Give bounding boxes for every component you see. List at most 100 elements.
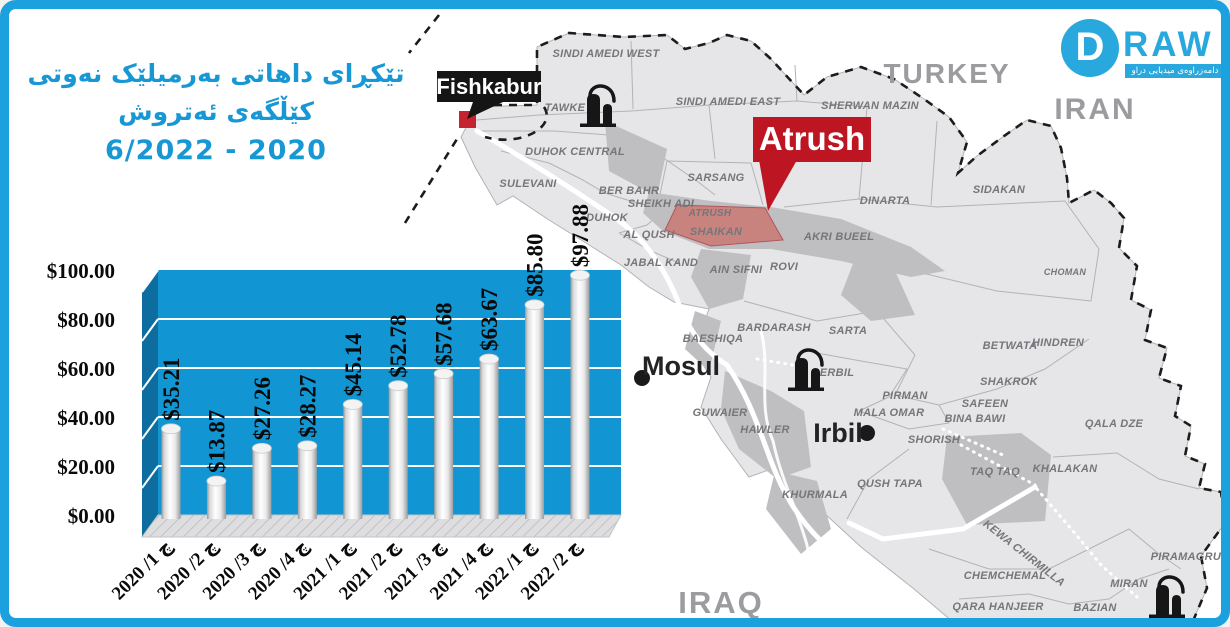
district-label: TAWKE	[545, 102, 586, 114]
y-axis-tick: $60.00	[57, 357, 115, 381]
logo-raw-text: RAW	[1123, 25, 1214, 64]
district-label: SHEIKH ADI	[628, 198, 695, 210]
bar-value-label: $85.80	[523, 234, 548, 297]
city-label: Mosul	[642, 351, 720, 381]
district-label: BINA BAWI	[945, 413, 1007, 425]
bar-top	[388, 380, 409, 392]
logo-circle-d: D	[1061, 19, 1119, 77]
district-label: BER BAHR	[599, 185, 659, 197]
map-and-chart-scene: SINDI AMEDI WEST TAWKE SINDI AMEDI EAST SHE…	[47, 14, 1230, 620]
city-dot	[859, 425, 875, 441]
district-label: BAZIAN	[1073, 602, 1117, 614]
bar-top	[524, 299, 545, 311]
oil-rig-icon	[788, 348, 824, 391]
district-label: DINARTA	[860, 195, 911, 207]
bar	[388, 385, 408, 519]
district-label: MALA OMAR	[854, 407, 925, 419]
gridline-wall-stub	[141, 318, 159, 342]
y-axis-tick: $80.00	[57, 308, 115, 332]
y-axis-tick: $0.00	[68, 504, 115, 528]
district-label: ROVI	[770, 261, 799, 273]
oil-rig-icon	[580, 84, 616, 127]
district-label: SARTA	[829, 325, 867, 337]
district-label: HINDREN	[1032, 337, 1085, 349]
bar	[479, 359, 499, 519]
district-boundaries	[463, 40, 1200, 605]
bar-top	[479, 353, 499, 365]
district-label: BARDARASH	[737, 322, 811, 334]
district-label: AIN SIFNI	[709, 264, 763, 276]
bar	[297, 445, 317, 519]
district-label: AKRI BUEEL	[803, 231, 874, 243]
district-label: ATRUSH	[688, 208, 732, 219]
logo-tagline: دامەزراوەی میدیایی دراو	[1125, 64, 1221, 78]
bar-top	[251, 442, 272, 454]
chart-title: تێکڕای داهاتی بەرمیلێک نەوتی کێڵگەی ئەتر…	[27, 55, 405, 171]
district-label: PIRMAN	[882, 390, 928, 402]
district-label: TAQ TAQ	[970, 466, 1020, 478]
y-axis-tick: $40.00	[57, 406, 115, 430]
bar-value-label: $35.21	[159, 357, 184, 420]
city-dot	[634, 370, 650, 386]
district-label: KHURMALA	[782, 489, 848, 501]
bar-top	[206, 475, 227, 487]
district-label: SHERWAN MAZIN	[821, 100, 920, 112]
district-label: SINDI AMEDI WEST	[552, 48, 660, 60]
district-label: CHEMCHEMAL	[964, 570, 1046, 582]
bar-chart: $100.00 $80.00 $60.00 $40.00 $20.00 $0.00 $35.…	[47, 204, 622, 604]
bar-top	[433, 368, 454, 380]
bar	[252, 448, 272, 519]
district-label: GUWAIER	[693, 407, 748, 419]
bar-value-label: $45.14	[341, 333, 366, 397]
district-label: QALA DZE	[1085, 418, 1144, 430]
bar-value-label: $13.87	[204, 410, 229, 473]
bar	[343, 404, 363, 519]
bar	[434, 373, 454, 519]
bar	[570, 275, 590, 519]
district-label: SAFEEN	[962, 398, 1009, 410]
title-line-2: کێڵگەی ئەتروش	[118, 97, 314, 126]
fishkabur-label: Fishkabur	[436, 74, 542, 99]
district-label: SHAKROK	[980, 376, 1038, 388]
gridline-wall-stub	[141, 367, 159, 391]
chart-3d-wall	[142, 270, 158, 537]
y-axis-tick: $20.00	[57, 455, 115, 479]
district-label: SINDI AMEDI EAST	[676, 96, 782, 108]
district-label: KHALAKAN	[1033, 463, 1098, 475]
atrush-callout: Atrush	[753, 117, 871, 211]
country-label: TURKEY	[883, 58, 1010, 89]
chart-floor	[141, 514, 622, 538]
district-label: SHAIKAN	[690, 226, 743, 238]
country-border-dashed	[403, 14, 1221, 618]
country-label: IRAN	[1054, 93, 1135, 126]
district-label: BETWATA	[983, 340, 1038, 352]
district-label: SHORISH	[908, 434, 961, 446]
bar-value-label: $52.78	[386, 314, 411, 377]
atrush-callout-label: Atrush	[759, 120, 865, 157]
district-label: SULEVANI	[499, 178, 557, 190]
bar	[206, 481, 226, 519]
district-label: M	[1222, 538, 1230, 550]
city-label: Irbil	[813, 418, 863, 448]
gridline-wall-stub	[141, 416, 159, 440]
district-label: JABAL KAND	[624, 257, 698, 269]
gridline-wall-stub	[141, 269, 159, 293]
district-label: AL QUSH	[622, 229, 675, 241]
bar-value-label: $27.26	[250, 377, 275, 440]
bar-top	[161, 423, 181, 435]
draw-media-logo: D RAW دامەزراوەی میدیایی دراو	[1061, 19, 1221, 81]
kurdistan-map	[403, 14, 1221, 618]
country-label: IRAQ	[678, 585, 764, 620]
district-label: PIRAMAGRUN	[1151, 551, 1230, 563]
district-label: DUHOK	[586, 212, 629, 224]
oil-rig-icon	[1149, 575, 1185, 618]
bar-value-label: $97.88	[568, 204, 593, 267]
district-label: DUHOK CENTRAL	[525, 146, 625, 158]
district-label: BAESHIQA	[683, 333, 743, 345]
district-label: HAWLER	[740, 424, 789, 436]
district-label: SARSANG	[687, 172, 744, 184]
district-label: QARA HANJEER	[952, 601, 1043, 613]
atrush-region	[664, 204, 784, 247]
district-label: SIDAKAN	[973, 184, 1026, 196]
pipelines	[474, 128, 1139, 607]
